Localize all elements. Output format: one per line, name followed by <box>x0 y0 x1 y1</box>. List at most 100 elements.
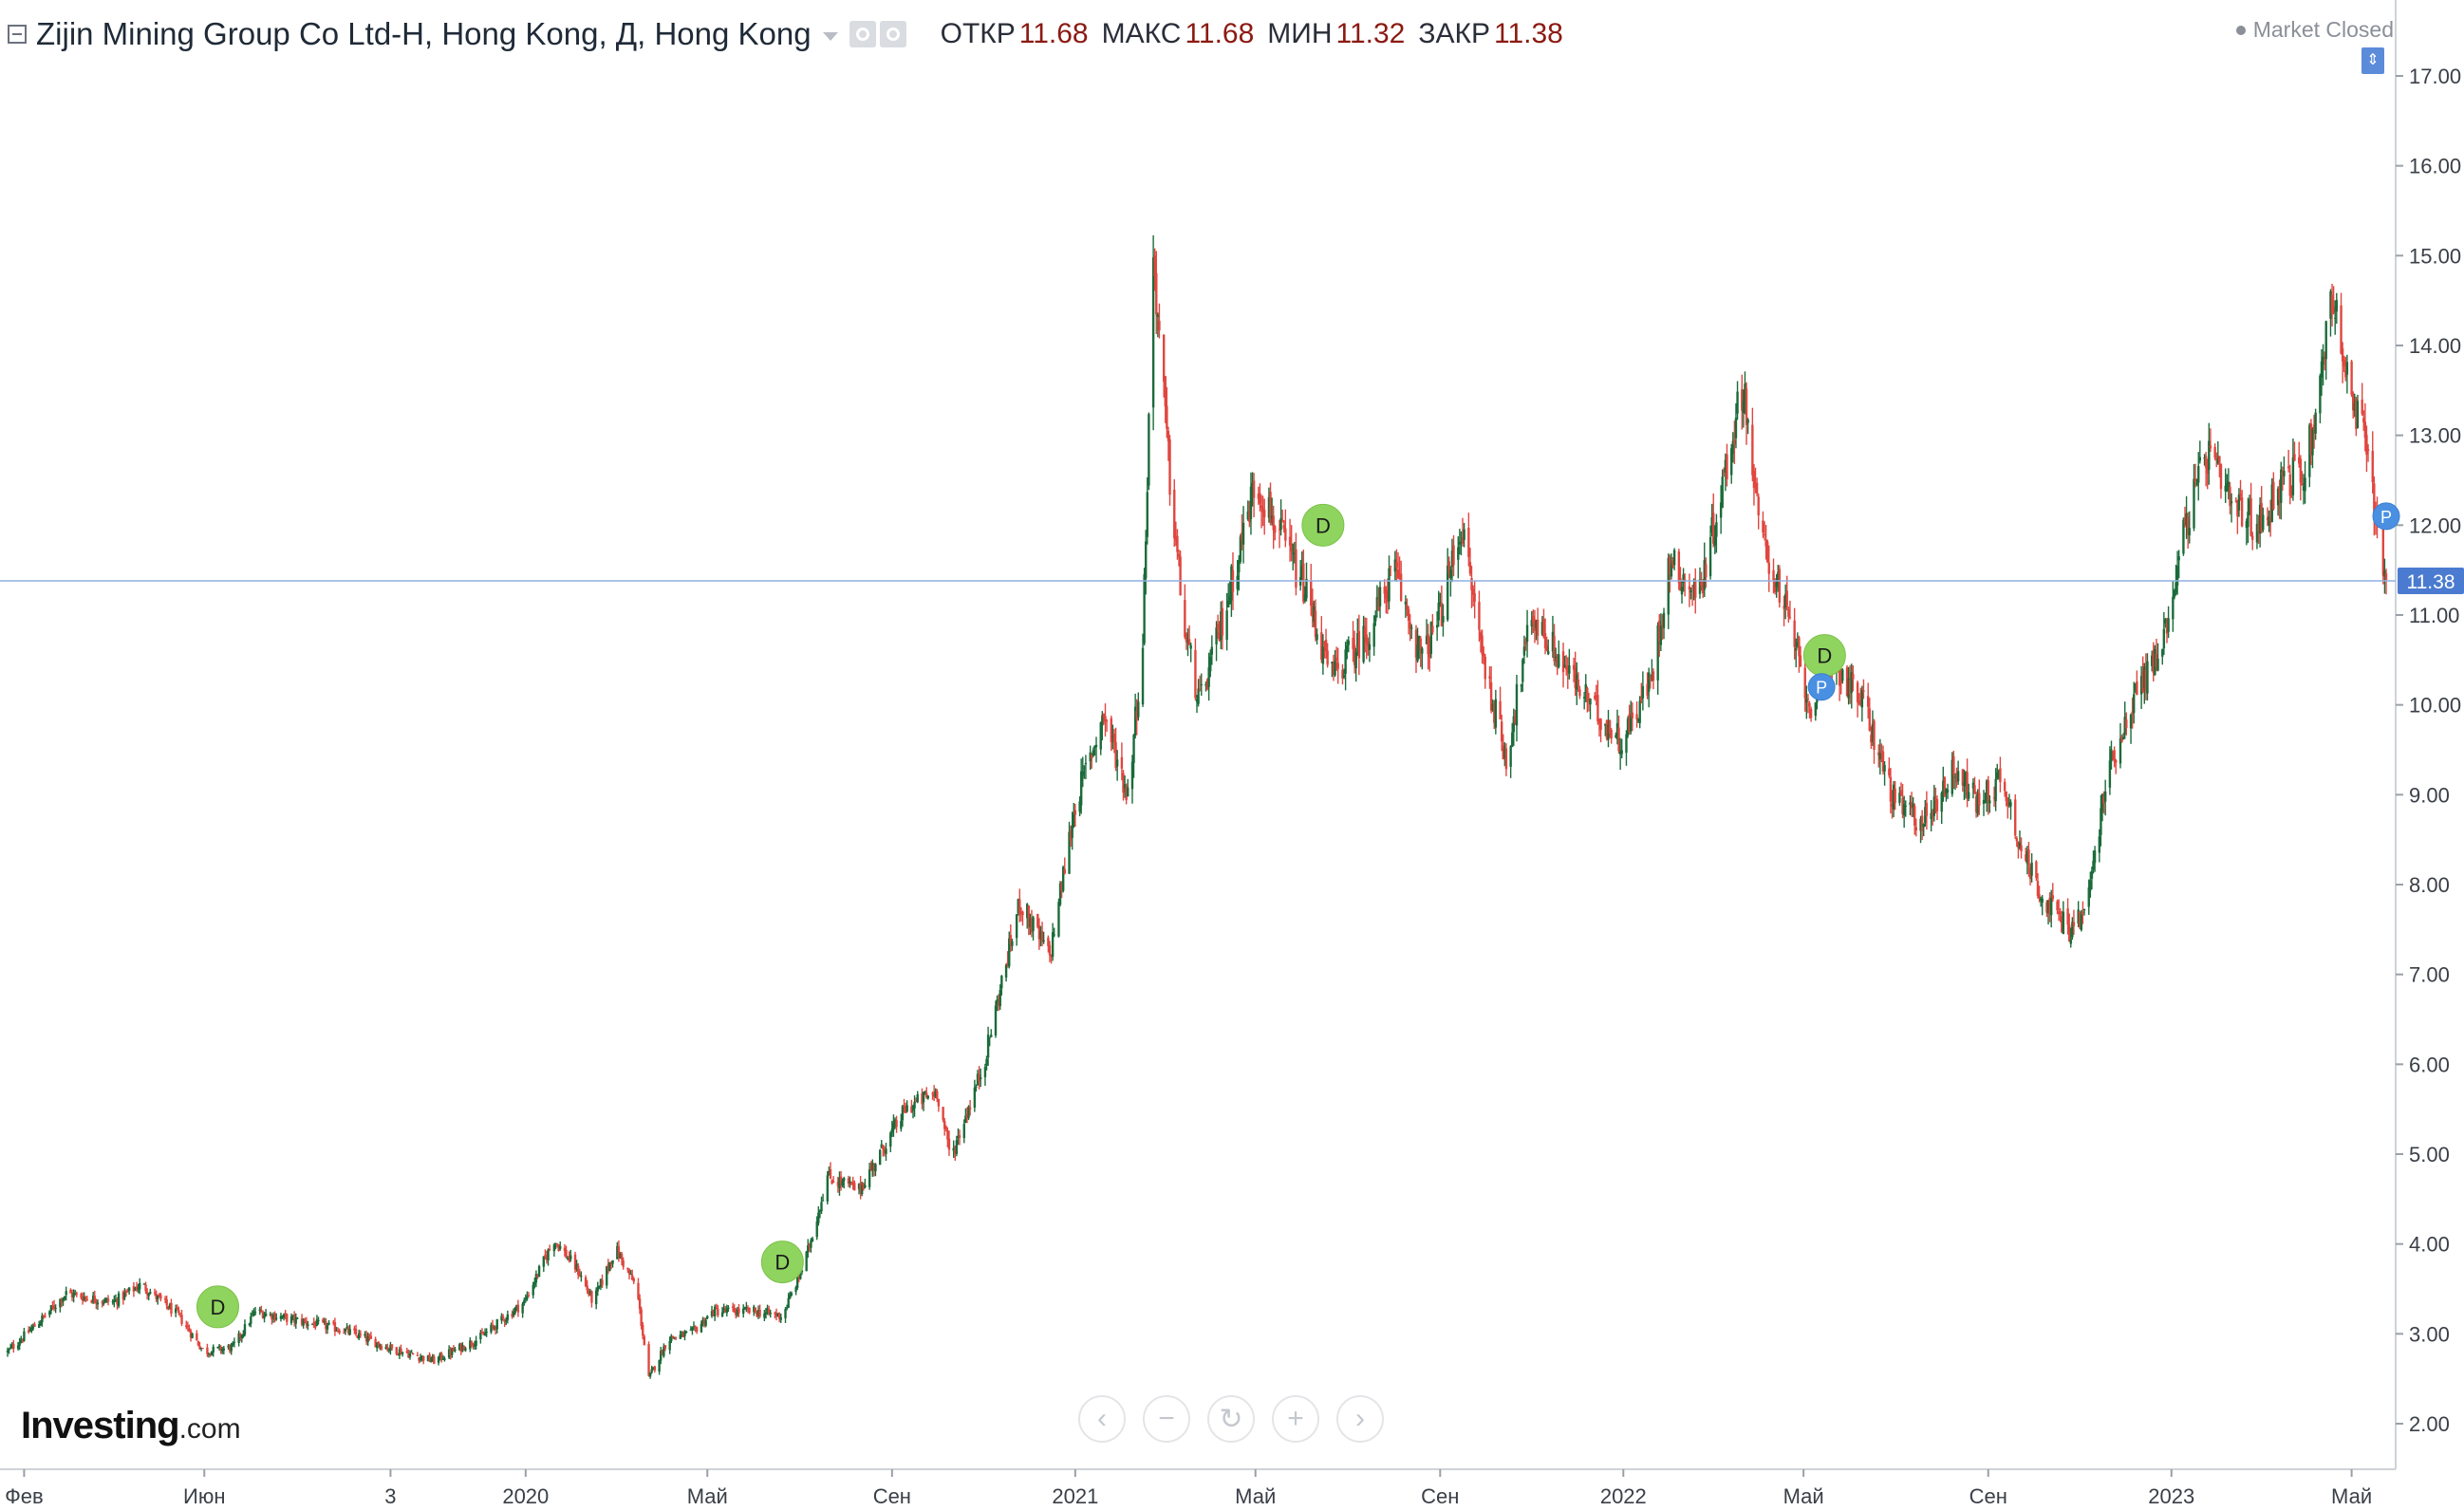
candle-body <box>196 1333 198 1341</box>
candle-body <box>2172 596 2175 620</box>
candle-body <box>1731 440 1734 455</box>
candle-body <box>818 1210 822 1212</box>
candle-body <box>996 999 999 1006</box>
scroll-left-button[interactable]: ‹ <box>1078 1395 1126 1443</box>
candle-body <box>799 1273 802 1279</box>
candle-body <box>1690 588 1694 589</box>
candle-body <box>1216 624 1220 630</box>
split-marker[interactable] <box>2372 502 2400 531</box>
candle-body <box>910 1106 913 1113</box>
candle-body <box>1428 652 1431 658</box>
candle-body <box>2268 515 2272 521</box>
candle-body <box>1796 642 1800 646</box>
candle-body <box>1099 722 1102 750</box>
candle-body <box>692 1326 696 1328</box>
candle-body <box>817 1212 820 1223</box>
candle-body <box>239 1333 242 1338</box>
candle-body <box>1511 732 1514 748</box>
candle-body <box>1741 389 1744 411</box>
candle-body <box>990 1035 993 1037</box>
candle-body <box>1809 708 1813 718</box>
candle-body <box>157 1295 159 1299</box>
candle-body <box>679 1334 681 1339</box>
split-marker[interactable] <box>1807 673 1836 701</box>
y-tick-label: 17.00 <box>2409 65 2461 88</box>
candle-body <box>1452 545 1455 566</box>
y-tick-label: 7.00 <box>2409 963 2450 987</box>
candle-body <box>800 1270 804 1273</box>
candle-body <box>1694 581 1697 598</box>
candle-body <box>1248 511 1251 523</box>
candle-body <box>626 1268 629 1270</box>
candle-body <box>2291 457 2295 495</box>
candle-body <box>565 1250 568 1259</box>
y-tick-label: 15.00 <box>2409 244 2461 268</box>
candle-body <box>756 1312 758 1316</box>
candle-body <box>766 1308 769 1312</box>
candle-body <box>668 1340 671 1351</box>
candle-body <box>1524 641 1527 644</box>
candle-body <box>1439 602 1442 604</box>
candle-body <box>1347 640 1350 645</box>
candle-body <box>1964 772 1968 787</box>
candle-body <box>1189 644 1192 649</box>
candle-body <box>2216 458 2220 464</box>
candle-body <box>1913 806 1916 826</box>
reset-button[interactable]: ↻ <box>1207 1395 1255 1443</box>
candle-body <box>1468 562 1472 574</box>
candle-body <box>2215 457 2218 458</box>
candle-body <box>1558 654 1560 667</box>
candle-body <box>2146 661 2149 694</box>
candle-body <box>1293 553 1297 555</box>
candle-body <box>472 1344 475 1346</box>
candle-body <box>942 1107 944 1120</box>
candle-body <box>1556 660 1559 662</box>
candle-body <box>2062 911 2065 934</box>
candle-body <box>1060 882 1063 891</box>
zoom-out-button[interactable]: − <box>1143 1395 1190 1443</box>
candle-body <box>1040 931 1044 942</box>
chevron-down-icon[interactable] <box>822 31 838 41</box>
candle-body <box>545 1256 549 1260</box>
candle-body <box>459 1343 462 1352</box>
candle-body <box>1111 736 1114 738</box>
candle-body <box>674 1337 678 1339</box>
candle-body <box>653 1366 657 1371</box>
candle-body <box>494 1326 497 1330</box>
candle-body <box>75 1293 78 1295</box>
gear-icon[interactable] <box>879 21 906 47</box>
candle-body <box>1966 772 1969 796</box>
candle-body <box>258 1309 261 1312</box>
candle-body <box>2268 515 2270 526</box>
dividend-marker[interactable] <box>1301 503 1345 547</box>
candle-body <box>889 1132 892 1147</box>
candle-body <box>1799 655 1802 666</box>
candle-body <box>84 1296 87 1298</box>
candle-body <box>1440 603 1444 626</box>
candle-body <box>1114 741 1117 768</box>
y-tick-label: 12.00 <box>2409 513 2461 537</box>
eye-icon[interactable] <box>849 21 876 47</box>
scroll-right-button[interactable]: › <box>1336 1395 1384 1443</box>
candle-body <box>988 1036 991 1038</box>
candle-body <box>1746 420 1749 423</box>
candle-body <box>1670 564 1673 577</box>
candle-body <box>1787 609 1790 617</box>
collapse-icon[interactable] <box>8 25 27 44</box>
auto-scale-button[interactable]: ⇕ <box>2361 47 2384 74</box>
dividend-marker[interactable] <box>760 1241 804 1284</box>
zoom-in-button[interactable]: + <box>1272 1395 1319 1443</box>
y-tick-label: 4.00 <box>2409 1233 2450 1257</box>
candle-body <box>1207 667 1210 687</box>
candle-body <box>2381 515 2385 576</box>
candle-body <box>831 1181 835 1183</box>
candle-body <box>1123 784 1127 789</box>
candle-body <box>847 1178 850 1185</box>
candle-body <box>2182 519 2185 554</box>
candle-body <box>901 1106 905 1121</box>
candle-body <box>2035 861 2038 879</box>
dividend-marker[interactable] <box>196 1285 239 1329</box>
candle-body <box>1712 513 1715 544</box>
candle-body <box>1015 914 1018 939</box>
